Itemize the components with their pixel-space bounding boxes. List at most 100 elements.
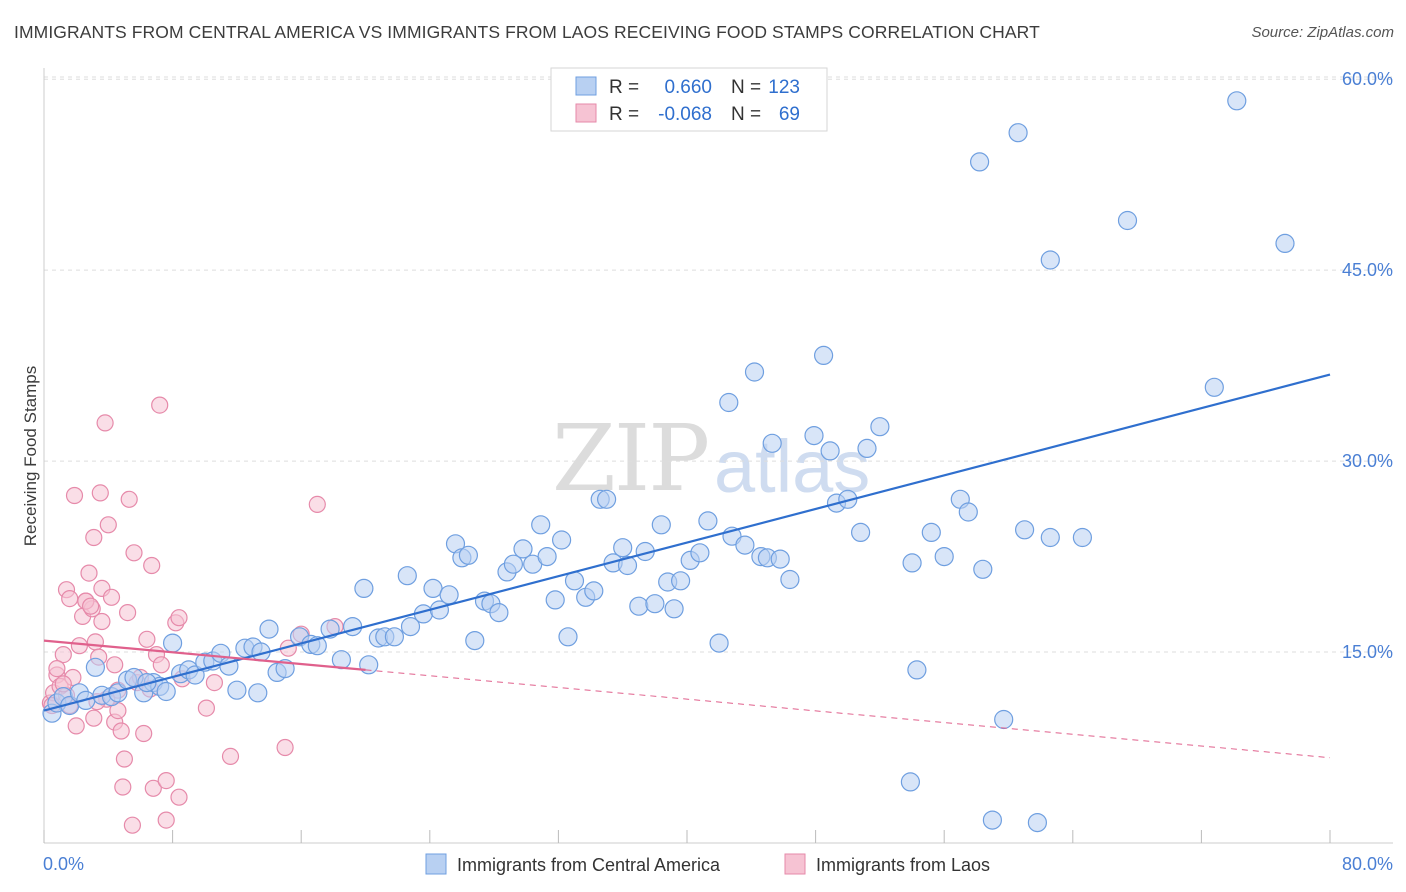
laos-point xyxy=(85,709,103,727)
central-america-point xyxy=(275,658,295,679)
laos-point xyxy=(80,564,98,582)
central-america-point xyxy=(762,433,782,453)
laos-point xyxy=(135,724,153,743)
central-america-point xyxy=(513,539,533,559)
central-america-point xyxy=(537,546,557,567)
laos-point xyxy=(86,633,105,651)
laos-point xyxy=(157,771,175,790)
central-america-point xyxy=(596,489,617,509)
laos-point xyxy=(170,609,188,627)
laos-point xyxy=(197,699,215,717)
central-america-point xyxy=(439,585,459,605)
legend-n-label-1: N = xyxy=(731,77,761,98)
laos-point xyxy=(170,788,188,806)
central-america-point xyxy=(651,515,671,535)
central-america-point xyxy=(531,515,551,535)
central-america-point xyxy=(400,616,421,637)
central-america-point xyxy=(770,549,790,569)
central-america-point xyxy=(1027,812,1048,833)
laos-point xyxy=(123,816,141,834)
central-america-point xyxy=(397,566,417,586)
laos-point xyxy=(118,603,137,622)
laos-point xyxy=(144,779,162,797)
central-america-point xyxy=(613,538,633,558)
central-america-point xyxy=(902,553,922,573)
central-america-point xyxy=(690,543,710,563)
central-america-point xyxy=(1040,250,1060,270)
legend-r-label-2: R = xyxy=(609,104,639,125)
central-america-trend-line xyxy=(43,373,1331,712)
chart-title: IMMIGRANTS FROM CENTRAL AMERICA VS IMMIG… xyxy=(14,22,1040,42)
legend-r-value-1: 0.660 xyxy=(664,77,712,98)
central-america-point xyxy=(489,602,509,623)
central-america-point xyxy=(969,152,990,172)
central-america-point xyxy=(259,619,279,639)
central-america-point xyxy=(958,502,978,522)
laos-point xyxy=(67,717,85,735)
central-america-point xyxy=(870,417,890,437)
central-america-point xyxy=(1008,123,1028,143)
central-america-point xyxy=(156,681,176,702)
laos-point xyxy=(96,414,114,432)
series-legend-swatch-pink xyxy=(784,853,806,875)
central-america-point xyxy=(465,630,485,651)
laos-point xyxy=(65,486,84,505)
central-america-point xyxy=(248,683,268,703)
central-america-point xyxy=(558,627,578,647)
central-america-point xyxy=(934,546,954,567)
laos-point xyxy=(85,528,103,547)
legend-n-value-1: 123 xyxy=(768,77,800,98)
laos-point xyxy=(106,656,124,674)
grid xyxy=(44,76,1393,653)
central-america-point xyxy=(921,522,941,543)
central-america-point xyxy=(458,545,478,565)
central-america-point xyxy=(900,772,921,792)
laos-point xyxy=(205,673,223,692)
central-america-point xyxy=(744,362,765,382)
central-america-point xyxy=(994,709,1014,730)
central-america-point xyxy=(617,555,638,576)
central-america-point xyxy=(1204,377,1224,397)
series-legend-swatch-blue xyxy=(425,853,447,875)
laos-point xyxy=(99,516,117,534)
legend-swatch-blue xyxy=(575,76,597,96)
y-axis-label: Receiving Food Stamps xyxy=(21,366,40,546)
central-america-point xyxy=(709,633,729,653)
laos-point xyxy=(143,556,161,575)
y-tick-label: 30.0% xyxy=(1342,451,1393,471)
central-america-point xyxy=(645,594,665,614)
laos-point xyxy=(93,612,111,631)
central-america-point xyxy=(85,657,106,677)
central-america-point xyxy=(423,578,443,599)
central-america-point xyxy=(584,581,604,601)
central-america-point xyxy=(1117,210,1138,231)
central-america-point xyxy=(227,680,247,700)
watermark: ZIP atlas xyxy=(552,405,870,512)
legend-swatch-pink xyxy=(575,103,597,123)
central-america-point xyxy=(780,569,800,590)
central-america-point xyxy=(359,655,379,675)
central-america-point xyxy=(1040,527,1060,548)
x-tick-label-min: 0.0% xyxy=(43,854,84,874)
central-america-point xyxy=(982,810,1003,830)
stats-legend-box xyxy=(550,67,828,132)
laos-point xyxy=(221,747,240,766)
laos-point xyxy=(48,659,66,678)
legend-r-value-2: -0.068 xyxy=(658,104,712,125)
central-america-point xyxy=(343,616,363,637)
central-america-point xyxy=(551,530,572,550)
laos-point xyxy=(54,645,72,664)
central-america-point xyxy=(820,441,840,461)
legend-r-label-1: R = xyxy=(609,77,639,98)
laos-point xyxy=(120,490,138,508)
y-tick-label: 15.0% xyxy=(1342,642,1393,662)
central-america-point xyxy=(1072,527,1093,548)
central-america-point xyxy=(1275,233,1295,253)
legend-n-value-2: 69 xyxy=(779,104,800,125)
laos-point xyxy=(125,544,143,562)
laos-point xyxy=(152,656,170,674)
laos-point xyxy=(61,589,79,608)
central-america-point xyxy=(670,571,691,591)
series-legend-label-blue: Immigrants from Central America xyxy=(457,855,721,875)
